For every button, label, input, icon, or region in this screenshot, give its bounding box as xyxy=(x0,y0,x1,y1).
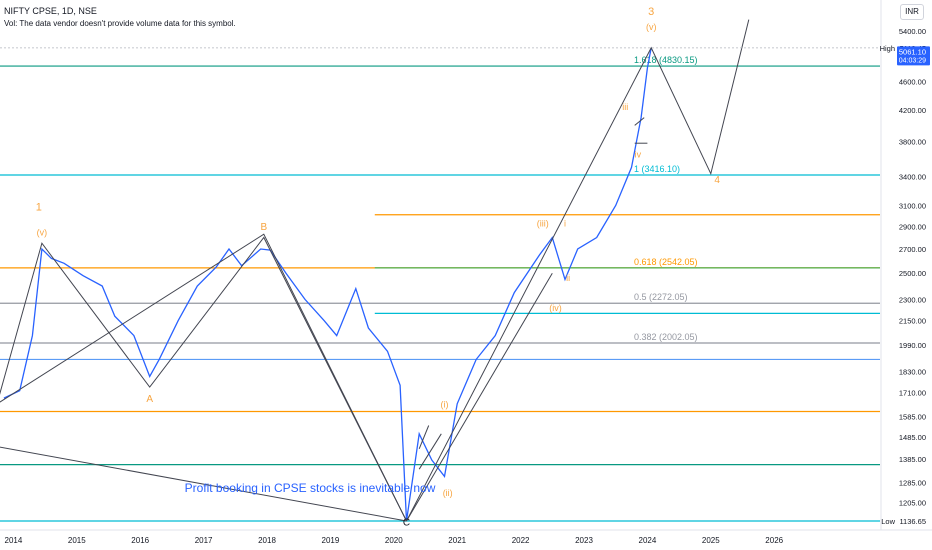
x-tick-label: 2020 xyxy=(385,536,403,545)
last-price-tag xyxy=(897,46,930,66)
x-tick-label: 2016 xyxy=(131,536,149,545)
y-tick-label: 2150.00 xyxy=(899,317,926,326)
wave-label: (v) xyxy=(646,22,657,32)
wave-label: C xyxy=(403,518,410,529)
y-tick-label: 1990.00 xyxy=(899,341,926,350)
x-tick-label: 2021 xyxy=(448,536,466,545)
x-tick-label: 2019 xyxy=(322,536,340,545)
y-tick-label: 4600.00 xyxy=(899,77,926,86)
wave-label: 1 xyxy=(36,202,42,214)
y-tick-label: 2300.00 xyxy=(899,295,926,304)
wave-label: (ii) xyxy=(443,488,453,498)
wave-label: 3 xyxy=(648,6,654,18)
y-tick-label: 1285.00 xyxy=(899,478,926,487)
wave-line[interactable] xyxy=(634,117,645,126)
x-tick-label: 2024 xyxy=(639,536,657,545)
x-tick-label: 2017 xyxy=(195,536,213,545)
bar-countdown: 04:03:29 xyxy=(899,57,926,64)
price-series-line[interactable] xyxy=(3,47,652,522)
wave-line[interactable] xyxy=(0,233,407,522)
y-tick-label: 1385.00 xyxy=(899,455,926,464)
wave-line[interactable] xyxy=(406,19,750,522)
last-price-value: 5061.10 xyxy=(899,47,926,56)
y-tick-label: 5400.00 xyxy=(899,27,926,36)
x-tick-label: 2014 xyxy=(5,536,23,545)
wave-label: ii xyxy=(566,273,570,283)
wave-label: iii xyxy=(622,102,628,112)
wave-label: A xyxy=(146,394,153,405)
y-tick-label: 1485.00 xyxy=(899,433,926,442)
wave-label: B xyxy=(260,222,267,233)
y-tick-label: 1205.00 xyxy=(899,499,926,508)
y-tick-label: 2700.00 xyxy=(899,245,926,254)
y-tick-label: 1585.00 xyxy=(899,412,926,421)
wave-label: (v) xyxy=(37,227,48,237)
y-tick-label: 2500.00 xyxy=(899,269,926,278)
level-label: 1 (3416.10) xyxy=(634,164,680,174)
wave-label: i xyxy=(564,218,566,228)
symbol-title[interactable]: NIFTY CPSE, 1D, NSE xyxy=(4,6,97,16)
y-tick-label: 1830.00 xyxy=(899,367,926,376)
x-tick-label: 2018 xyxy=(258,536,276,545)
x-tick-label: 2022 xyxy=(512,536,530,545)
y-tick-label: 3800.00 xyxy=(899,137,926,146)
wave-line[interactable] xyxy=(0,236,407,522)
y-tick-label: 3400.00 xyxy=(899,172,926,181)
y-tick-label: 4200.00 xyxy=(899,106,926,115)
wave-label: (iv) xyxy=(549,303,562,313)
y-tick-label: 1136.65 xyxy=(899,517,926,526)
price-axis[interactable] xyxy=(881,0,932,550)
y-tick-label: 1710.00 xyxy=(899,389,926,398)
y-tick-label: 3100.00 xyxy=(899,202,926,211)
wave-label: (iii) xyxy=(537,218,549,228)
wave-label: iv xyxy=(635,150,642,160)
high-label: High xyxy=(880,44,895,53)
level-label: 0.5 (2272.05) xyxy=(634,292,688,302)
low-label: Low xyxy=(881,517,895,526)
y-tick-label: 2900.00 xyxy=(899,222,926,231)
level-label: 0.618 (2542.05) xyxy=(634,257,698,267)
level-label: 0.382 (2002.05) xyxy=(634,332,698,342)
wave-line[interactable] xyxy=(418,433,442,470)
level-label: 1.618 (4830.15) xyxy=(634,55,698,65)
annotation-text: Profit booking in CPSE stocks is inevita… xyxy=(185,481,436,495)
wave-line[interactable] xyxy=(0,438,407,522)
wave-line[interactable] xyxy=(406,272,553,522)
x-tick-label: 2026 xyxy=(765,536,783,545)
currency-button[interactable]: INR xyxy=(900,4,924,20)
x-tick-label: 2025 xyxy=(702,536,720,545)
wave-line[interactable] xyxy=(418,425,430,449)
volume-note: Vol: The data vendor doesn't provide vol… xyxy=(4,19,236,28)
x-tick-label: 2023 xyxy=(575,536,593,545)
x-tick-label: 2015 xyxy=(68,536,86,545)
wave-label: (i) xyxy=(441,400,449,410)
wave-label: 4 xyxy=(714,175,720,186)
